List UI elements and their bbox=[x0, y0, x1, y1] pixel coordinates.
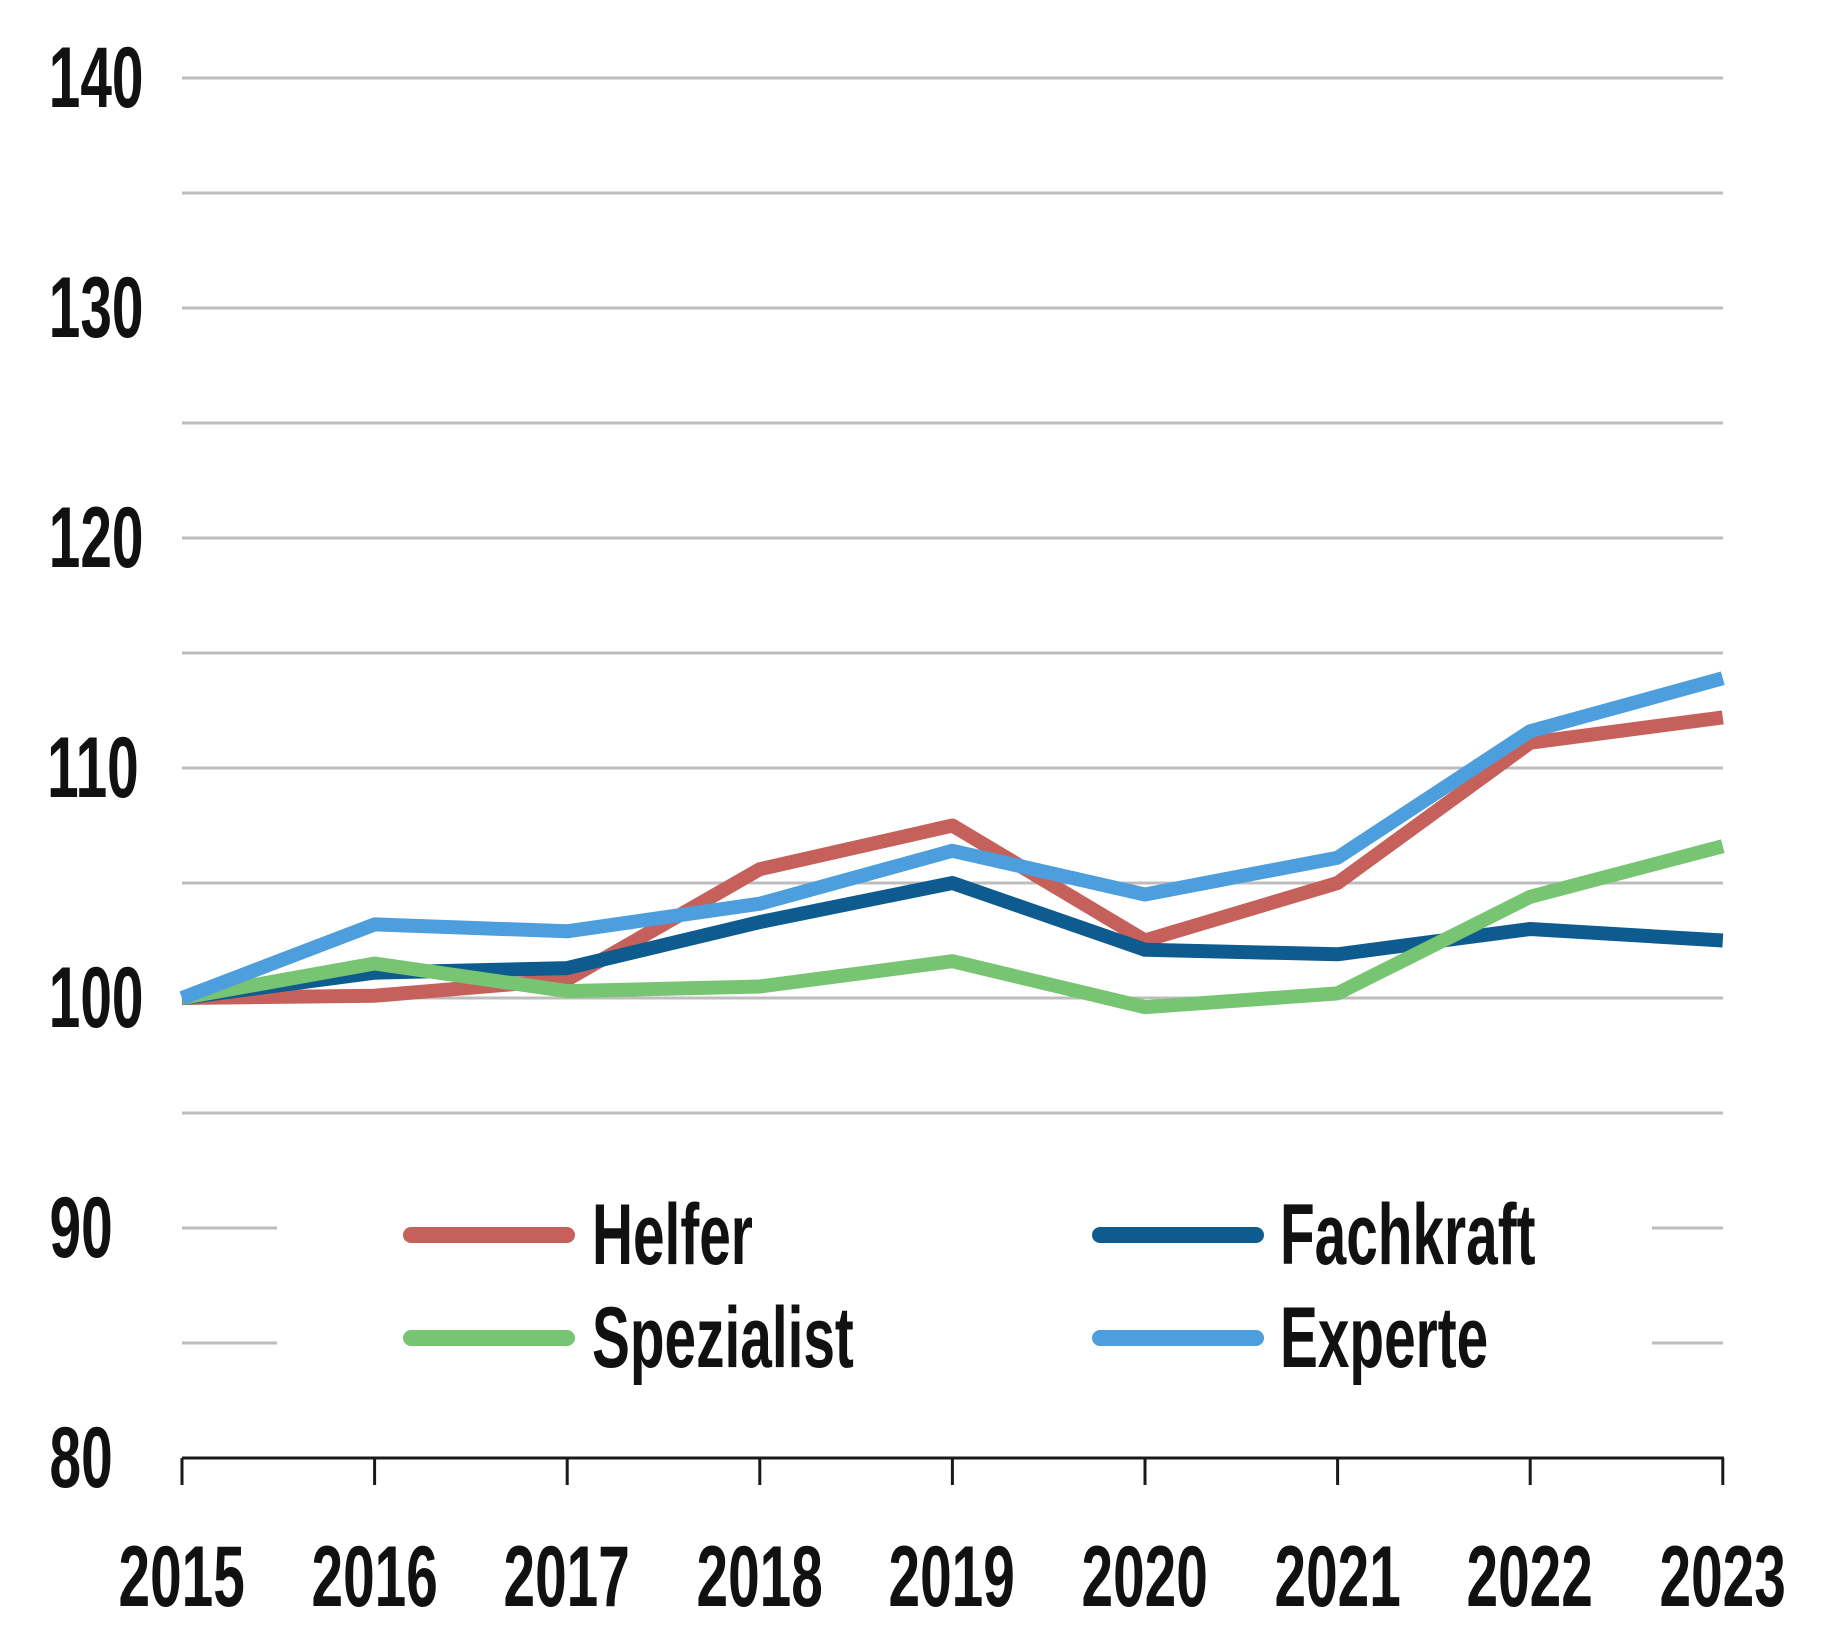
x-tick-label: 2019 bbox=[888, 1529, 1016, 1625]
x-tick-label: 2015 bbox=[118, 1529, 246, 1625]
legend-label-spezialist: Spezialist bbox=[592, 1290, 854, 1386]
legend-swatch-experte bbox=[1092, 1330, 1264, 1346]
y-tick-label: 90 bbox=[49, 1180, 113, 1276]
series-experte bbox=[179, 671, 1725, 1005]
x-tick-label: 2018 bbox=[696, 1529, 824, 1625]
legend-label-helfer: Helfer bbox=[592, 1187, 753, 1283]
series-spezialist bbox=[180, 839, 1725, 1015]
legend-swatch-helfer bbox=[403, 1227, 575, 1243]
x-tick-label: 2023 bbox=[1659, 1529, 1787, 1625]
y-tick-label: 100 bbox=[48, 950, 144, 1046]
y-tick-label: 120 bbox=[48, 490, 144, 586]
x-tick-label: 2021 bbox=[1274, 1529, 1402, 1625]
x-tick-label: 2016 bbox=[311, 1529, 439, 1625]
legend-label-experte: Experte bbox=[1280, 1290, 1489, 1386]
x-tick-label: 2020 bbox=[1081, 1529, 1209, 1625]
legend bbox=[277, 1180, 1652, 1405]
x-tick-label: 2022 bbox=[1466, 1529, 1594, 1625]
legend-swatch-fachkraft bbox=[1092, 1227, 1264, 1243]
legend-label-fachkraft: Fachkraft bbox=[1280, 1187, 1536, 1283]
y-tick-label: 130 bbox=[48, 260, 144, 356]
series-helfer bbox=[181, 710, 1724, 1005]
series-fachkraft bbox=[181, 876, 1724, 1005]
x-tick-label: 2017 bbox=[503, 1529, 631, 1625]
y-tick-label: 140 bbox=[48, 30, 144, 126]
y-tick-label: 110 bbox=[47, 720, 139, 816]
y-tick-label: 80 bbox=[49, 1410, 113, 1506]
legend-swatch-spezialist bbox=[403, 1330, 575, 1346]
